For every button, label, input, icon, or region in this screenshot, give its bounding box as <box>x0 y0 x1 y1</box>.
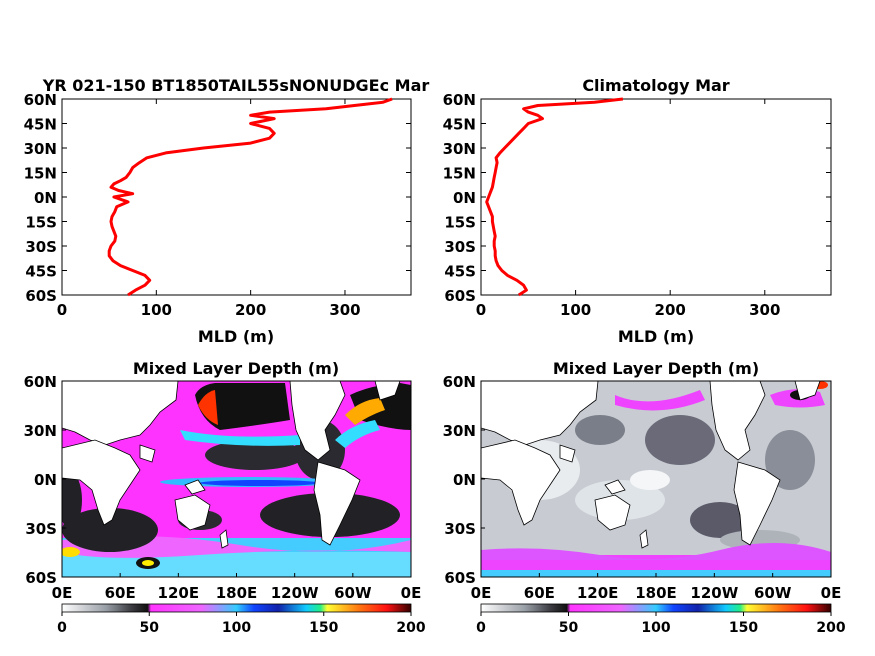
map-ticks-climatology: 0E 60E 120E 180E 120W 60W 0E 60N 30N 0N 30S 60S <box>443 373 842 602</box>
map-panel-climatology: Mixed Layer Depth (m) <box>443 359 842 602</box>
y-tick-label: 60N <box>443 91 476 109</box>
y-tick-label: 30N <box>24 140 57 158</box>
map-x-tick-label: 180E <box>216 584 258 602</box>
profile-title-climatology: Climatology Mar <box>582 76 729 95</box>
y-tick-label: 0N <box>34 189 57 207</box>
y-tick-label: 15S <box>25 214 57 232</box>
colorbar-tick-label: 150 <box>309 620 338 636</box>
profile-ticks-model: 0 100 200 300 60N 45N 30N 15N 0N 15S 30S 45S 60S <box>24 91 411 319</box>
map-title-climatology: Mixed Layer Depth (m) <box>553 359 759 378</box>
map-x-tick-label: 120W <box>271 584 319 602</box>
map-y-tick-label: 30S <box>444 520 476 538</box>
profile-axes-climatology <box>480 98 832 296</box>
profile-panel-model: YR 021-150 BT1850TAIL55sNONUDGEc Mar 0 10… <box>24 76 430 346</box>
map-x-tick-label: 60W <box>334 584 372 602</box>
map-y-tick-label: 0N <box>453 471 476 489</box>
colorbar-tick-label: 0 <box>476 620 486 636</box>
colorbar-tick-label: 100 <box>641 620 670 636</box>
colorbar-tick-label: 0 <box>57 620 67 636</box>
y-tick-label: 60S <box>25 287 57 305</box>
colorbar-tick-label: 50 <box>559 620 579 636</box>
y-tick-label: 60S <box>444 287 476 305</box>
x-tick-label: 100 <box>560 301 591 319</box>
x-tick-label: 0 <box>476 301 486 319</box>
profile-xlabel-climatology: MLD (m) <box>618 327 694 346</box>
map-x-tick-label: 60W <box>754 584 792 602</box>
map-x-tick-label: 0E <box>401 584 422 602</box>
map-x-tick-label: 120E <box>158 584 200 602</box>
x-tick-label: 300 <box>749 301 780 319</box>
profile-ticks-climatology: 0 100 200 300 60N 45N 30N 15N 0N 15S 30S 45S 60S <box>443 91 831 319</box>
x-tick-label: 200 <box>235 301 266 319</box>
map-y-tick-label: 30N <box>443 422 476 440</box>
map-y-tick-label: 60N <box>24 373 57 391</box>
map-x-tick-label: 0E <box>821 584 842 602</box>
y-tick-label: 30N <box>443 140 476 158</box>
map-x-tick-label: 180E <box>635 584 677 602</box>
profile-line-model <box>107 97 393 297</box>
map-y-tick-label: 30N <box>24 422 57 440</box>
map-x-tick-label: 0E <box>471 584 492 602</box>
x-tick-label: 100 <box>141 301 172 319</box>
x-tick-label: 0 <box>57 301 67 319</box>
map-x-tick-label: 0E <box>52 584 73 602</box>
map-y-tick-label: 0N <box>34 471 57 489</box>
y-tick-label: 45N <box>24 116 57 134</box>
colorbar-tick-label: 200 <box>396 620 425 636</box>
map-x-tick-label: 120W <box>690 584 738 602</box>
y-tick-label: 60N <box>24 91 57 109</box>
colorbar-climatology: 0 50 100 150 200 <box>476 603 846 636</box>
profile-title-model: YR 021-150 BT1850TAIL55sNONUDGEc Mar <box>42 76 430 95</box>
map-field-model <box>62 381 411 577</box>
colorbar-tick-label: 50 <box>140 620 160 636</box>
map-panel-model: Mixed Layer Depth (m) <box>24 359 422 602</box>
map-field-climatology <box>481 381 831 577</box>
y-tick-label: 15S <box>444 214 476 232</box>
profile-panel-climatology: Climatology Mar 0 100 200 300 60N 45N 30N 15N 0N… <box>443 76 832 346</box>
profile-line-climatology <box>485 97 624 297</box>
map-y-tick-label: 60N <box>443 373 476 391</box>
map-ticks-model: 0E 60E 120E 180E 120W 60W 0E 60N 30N 0N 30S 60S <box>24 373 422 602</box>
profile-xlabel-model: MLD (m) <box>198 327 274 346</box>
y-tick-label: 45N <box>443 116 476 134</box>
x-tick-label: 300 <box>329 301 360 319</box>
map-x-tick-label: 60E <box>105 584 136 602</box>
y-tick-label: 45S <box>25 263 57 281</box>
y-tick-label: 30S <box>444 238 476 256</box>
colorbar-model: 0 50 100 150 200 <box>57 603 426 636</box>
y-tick-label: 15N <box>24 165 57 183</box>
map-x-tick-label: 120E <box>577 584 619 602</box>
colorbar-tick-label: 150 <box>729 620 758 636</box>
y-tick-label: 15N <box>443 165 476 183</box>
y-tick-label: 0N <box>453 189 476 207</box>
y-tick-label: 30S <box>25 238 57 256</box>
map-y-tick-label: 60S <box>25 569 57 587</box>
y-tick-label: 45S <box>444 263 476 281</box>
colorbar-tick-label: 100 <box>222 620 251 636</box>
map-title-model: Mixed Layer Depth (m) <box>133 359 339 378</box>
map-y-tick-label: 60S <box>444 569 476 587</box>
colorbar-tick-label: 200 <box>816 620 845 636</box>
map-x-tick-label: 60E <box>524 584 555 602</box>
x-tick-label: 200 <box>655 301 686 319</box>
map-y-tick-label: 30S <box>25 520 57 538</box>
